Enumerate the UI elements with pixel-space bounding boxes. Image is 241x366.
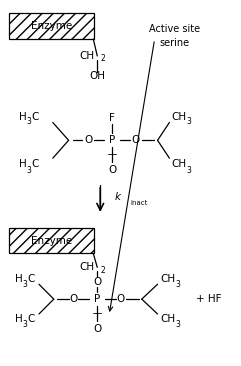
Text: 3: 3: [187, 117, 192, 126]
Text: H: H: [19, 159, 27, 169]
Text: C: C: [31, 112, 39, 122]
Text: Active site: Active site: [149, 24, 200, 34]
Text: 3: 3: [27, 117, 32, 126]
Text: 2: 2: [101, 266, 106, 275]
Text: 3: 3: [23, 280, 27, 289]
Text: CH: CH: [79, 262, 94, 272]
Text: k: k: [115, 192, 121, 202]
Text: Enzyme: Enzyme: [31, 21, 73, 31]
Text: 3: 3: [27, 165, 32, 175]
Bar: [9, 228, 94, 254]
Text: inact: inact: [130, 200, 147, 206]
Text: H: H: [19, 112, 27, 122]
Text: O: O: [69, 294, 78, 304]
Text: P: P: [94, 294, 100, 304]
Text: 3: 3: [176, 320, 181, 329]
Text: CH: CH: [172, 112, 187, 122]
Text: OH: OH: [89, 71, 105, 81]
Text: O: O: [117, 294, 125, 304]
Text: Enzyme: Enzyme: [31, 236, 73, 246]
Text: 3: 3: [23, 320, 27, 329]
Text: O: O: [108, 165, 116, 175]
Text: C: C: [27, 274, 35, 284]
Bar: [9, 13, 94, 39]
Text: CH: CH: [172, 159, 187, 169]
Text: + HF: + HF: [196, 294, 222, 304]
Text: O: O: [132, 135, 140, 145]
Text: 2: 2: [101, 55, 106, 63]
Text: CH: CH: [79, 51, 94, 61]
Text: serine: serine: [159, 38, 189, 48]
Text: CH: CH: [160, 314, 175, 324]
Text: P: P: [109, 135, 115, 145]
Text: CH: CH: [160, 274, 175, 284]
Text: F: F: [109, 113, 115, 123]
Text: H: H: [15, 274, 23, 284]
Text: H: H: [15, 314, 23, 324]
Text: C: C: [27, 314, 35, 324]
Text: C: C: [31, 159, 39, 169]
Text: O: O: [93, 324, 101, 334]
Text: O: O: [84, 135, 93, 145]
Text: 3: 3: [187, 165, 192, 175]
Text: 3: 3: [176, 280, 181, 289]
Text: O: O: [93, 277, 101, 287]
